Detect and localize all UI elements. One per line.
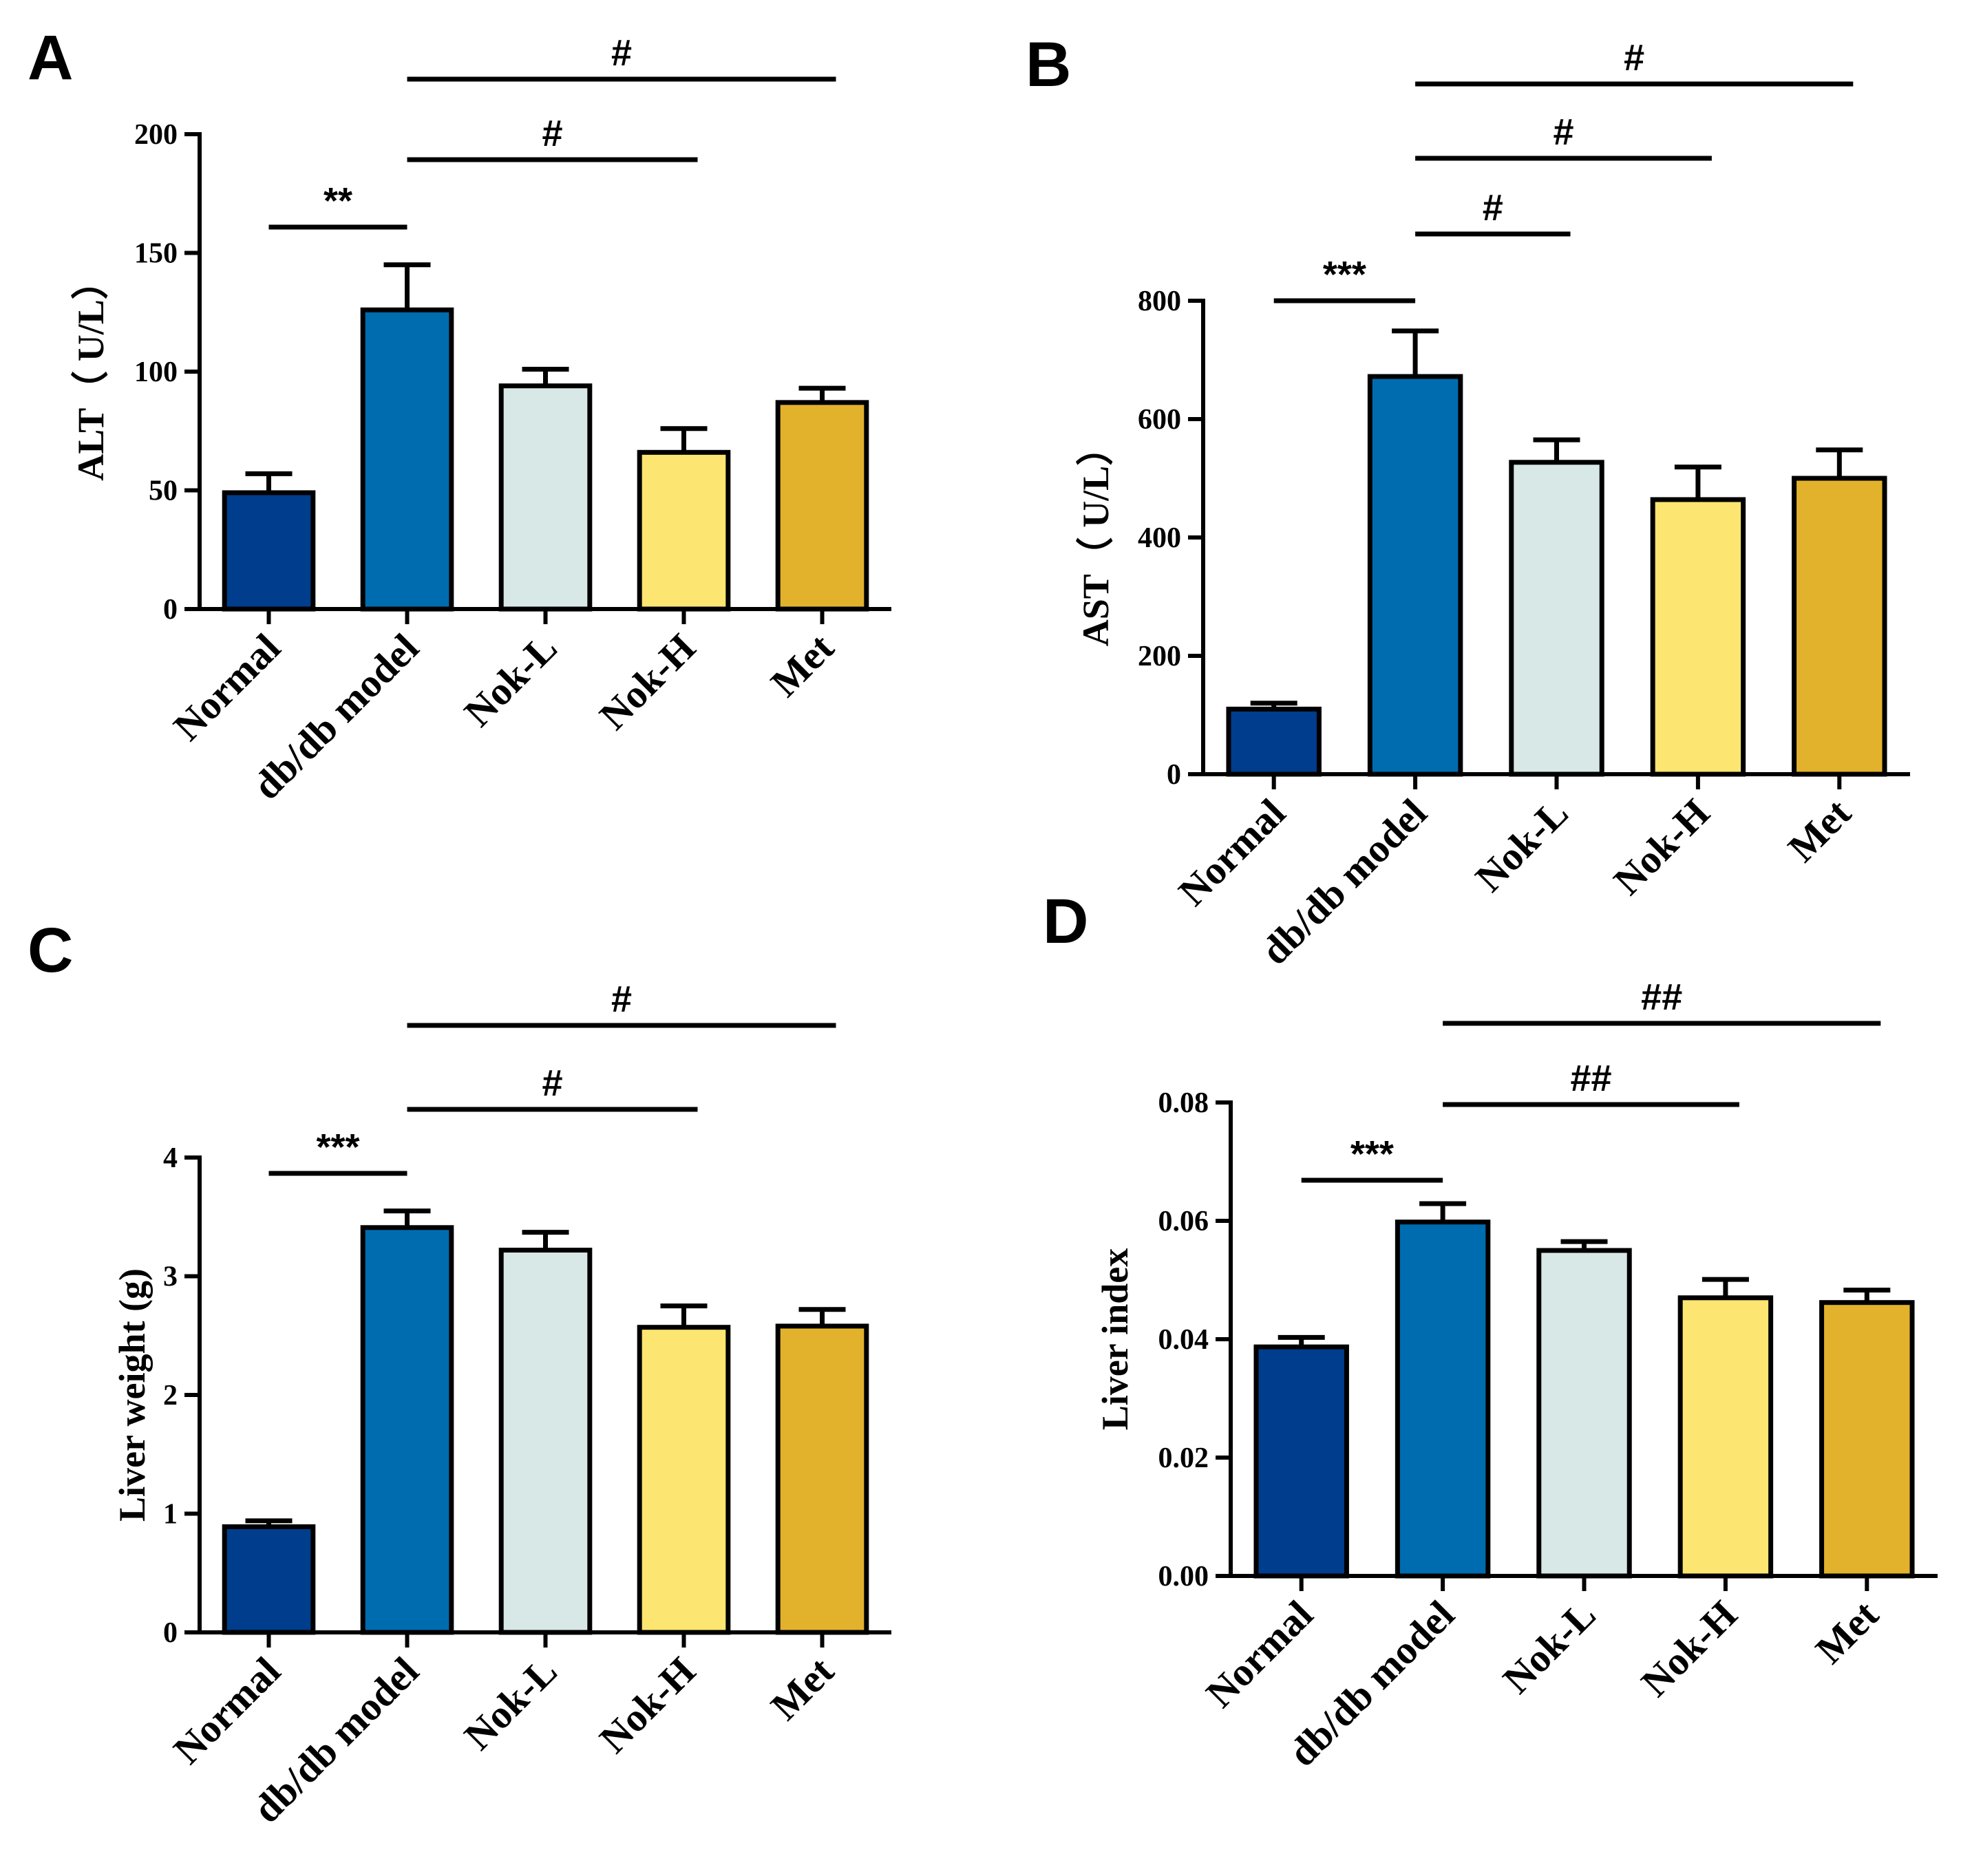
y-tick-label: 0.00 [1158, 1561, 1209, 1592]
category-label: Met [1779, 790, 1860, 871]
y-tick-label: 50 [149, 476, 178, 507]
category-label: Nok-H [591, 1648, 703, 1761]
bar-db-db-model [1367, 374, 1463, 777]
y-tick-label: 0.08 [1158, 1087, 1209, 1119]
y-tick-label: 0 [163, 594, 178, 626]
bar-normal [222, 1524, 316, 1635]
bar-nok-l [1509, 460, 1604, 777]
y-tick-label: 200 [1138, 641, 1181, 672]
bar-normal [1226, 706, 1322, 777]
category-label: Nok-L [456, 1648, 566, 1758]
y-tick-label: 400 [1138, 522, 1181, 554]
y-axis-label: AST（ U/L） [1075, 429, 1116, 647]
significance-label: ** [324, 180, 352, 222]
category-label: Met [762, 1648, 842, 1729]
category-label: Met [762, 625, 842, 705]
significance-label: # [611, 979, 632, 1020]
panel-label: B [1026, 30, 1071, 100]
y-tick-label: 100 [134, 356, 178, 388]
bar-nok-l [1536, 1248, 1632, 1579]
y-tick-label: 0.06 [1158, 1206, 1209, 1237]
y-axis-label: Liver weight (g) [112, 1268, 153, 1522]
bar-normal [222, 490, 316, 612]
bar-nok-l [498, 383, 593, 612]
bar-met [775, 400, 869, 612]
significance-label: *** [1350, 1133, 1394, 1175]
y-tick-label: 150 [134, 238, 178, 270]
significance-label: *** [316, 1127, 359, 1168]
bar-db-db-model [1395, 1219, 1491, 1579]
y-tick-label: 0.04 [1158, 1324, 1209, 1356]
panel-label: A [28, 23, 73, 93]
category-label: Nok-H [1605, 790, 1718, 903]
bar-nok-h [637, 1325, 731, 1635]
category-label: Nok-L [1467, 790, 1577, 900]
bar-met [775, 1323, 869, 1635]
significance-label: # [1624, 37, 1644, 78]
y-axis-label: Liver index [1094, 1248, 1136, 1431]
bar-nok-l [498, 1248, 593, 1635]
category-label: Nok-H [591, 625, 703, 738]
significance-label: # [611, 32, 632, 74]
category-label: Normal [165, 1648, 288, 1772]
panel-label: D [1043, 886, 1088, 957]
bar-nok-h [1650, 497, 1746, 777]
bar-db-db-model [360, 307, 454, 612]
y-tick-label: 0 [163, 1617, 178, 1649]
y-tick-label: 800 [1138, 286, 1181, 317]
bar-met [1819, 1300, 1915, 1579]
y-axis-label: ALT（ U/L） [70, 262, 112, 481]
significance-label: *** [1323, 254, 1366, 295]
significance-label: ## [1570, 1058, 1611, 1099]
panel-label: C [28, 915, 73, 985]
bar-normal [1253, 1344, 1349, 1579]
y-tick-label: 3 [163, 1261, 178, 1293]
y-tick-label: 4 [163, 1142, 178, 1174]
y-tick-label: 200 [134, 119, 178, 151]
bar-nok-h [637, 449, 731, 612]
category-label: Nok-L [456, 625, 566, 735]
y-tick-label: 1 [163, 1499, 178, 1531]
category-label: Normal [1170, 790, 1294, 914]
category-label: Nok-L [1494, 1592, 1604, 1702]
y-tick-label: 2 [163, 1380, 178, 1411]
category-label: Met [1807, 1592, 1887, 1672]
y-tick-label: 0.02 [1158, 1442, 1209, 1474]
bar-db-db-model [360, 1225, 454, 1635]
category-label: Nok-H [1633, 1592, 1746, 1705]
y-tick-label: 0 [1167, 759, 1181, 791]
significance-label: ## [1641, 977, 1682, 1018]
bar-nok-h [1677, 1295, 1774, 1579]
category-label: Normal [1198, 1592, 1322, 1716]
significance-label: # [542, 1063, 562, 1104]
bar-met [1792, 476, 1887, 777]
significance-label: # [542, 113, 562, 154]
significance-label: # [1553, 111, 1573, 153]
y-tick-label: 600 [1138, 404, 1181, 436]
category-label: Normal [165, 625, 288, 749]
significance-label: # [1483, 187, 1503, 228]
